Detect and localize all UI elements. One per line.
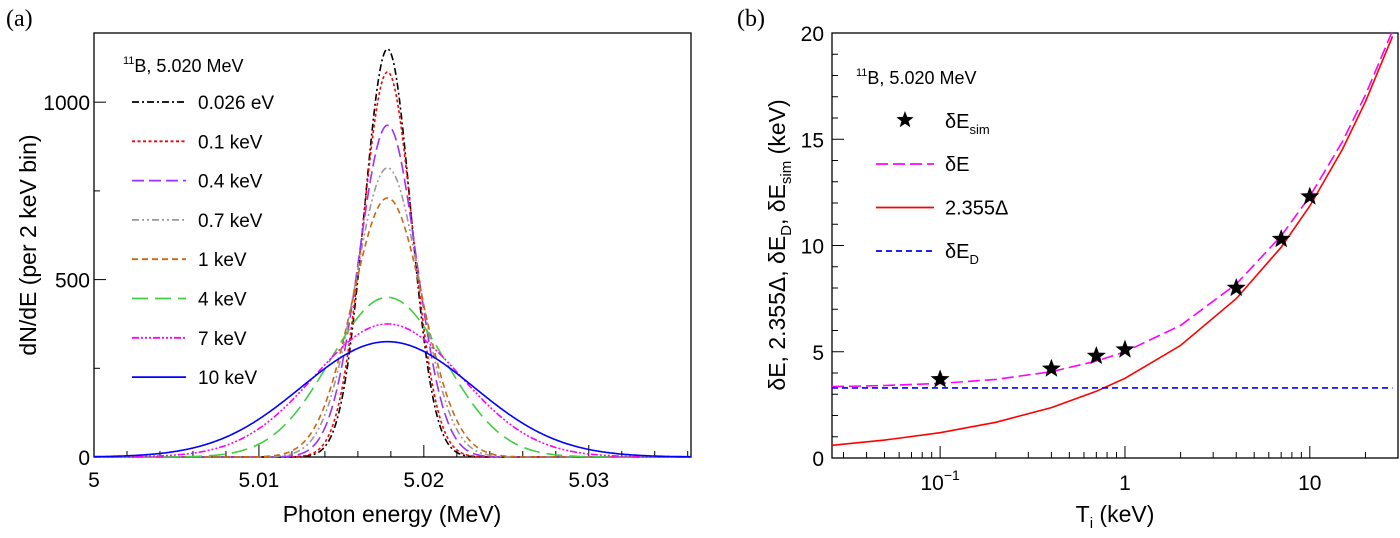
panel-a: (a) 5 5.01 5.02 5.03 0 500 1000 Photon energy … (6, 6, 692, 527)
series-line-1-keV (94, 197, 691, 458)
legend-label: 10 keV (198, 368, 257, 389)
data-point-star (1300, 186, 1320, 205)
x-tick-label-b: 10−1 (920, 467, 960, 495)
series-line-0-7-keV (94, 167, 691, 458)
data-point-star (1086, 346, 1106, 365)
panel-b: (b) 10−1 1 10 0 5 10 15 20 Ti (keV) δE, 2.355Δ,… (737, 6, 1399, 532)
x-tick-label-b: 10 (1298, 472, 1321, 495)
data-point-star (930, 369, 950, 388)
plot-frame-b (831, 32, 1399, 459)
series-line-1 (831, 36, 1394, 447)
legend-label: 0.026 eV (198, 93, 274, 114)
legend-label: 4 keV (198, 290, 247, 311)
panel-label-a: (a) (6, 6, 33, 32)
series-line-10-keV (93, 340, 691, 458)
series-line-7-keV (94, 323, 691, 458)
y-axis-label-b: δE, 2.355Δ, δED, δEsim (keV) (764, 99, 795, 390)
series-line-0 (831, 30, 1394, 388)
legend-label: 0.1 keV (198, 132, 263, 153)
y-tick-label-b: 5 (812, 342, 824, 365)
x-tick-label-b: 1 (1119, 472, 1131, 495)
y-tick-label-b: 20 (801, 23, 824, 46)
y-tick-label-a: 500 (55, 270, 90, 293)
plot-frame-a (93, 32, 692, 458)
data-point-star (1226, 278, 1246, 297)
data-point-star (1115, 339, 1135, 358)
y-tick-label-b: 0 (812, 448, 824, 471)
legend-b: δEsim δE 2.355Δ δED (876, 111, 1008, 267)
y-tick-label-b: 10 (801, 236, 824, 259)
legend-label: 0.7 keV (198, 211, 263, 232)
x-tick-label-a: 5.02 (403, 469, 444, 492)
annotation-b: 11B, 5.020 MeV (856, 67, 977, 88)
x-axis-label-a: Photon energy (MeV) (283, 501, 502, 527)
legend-label: δEsim (945, 111, 990, 137)
y-tick-label-b: 15 (801, 129, 824, 152)
data-point-star (1041, 358, 1061, 377)
legend-star-marker (896, 111, 914, 128)
y-tick-label-a: 0 (78, 447, 90, 470)
legend-label: 1 keV (198, 250, 247, 271)
legend-a: 0.026 eV 0.1 keV 0.4 keV 0.7 keV 1 keV 4 keV 7… (132, 93, 274, 389)
legend-label: δE (945, 154, 969, 176)
x-axis-label-b: Ti (keV) (1076, 501, 1155, 532)
data-point-star (1271, 229, 1291, 248)
panel-label-b: (b) (737, 6, 765, 32)
x-tick-label-a: 5.01 (238, 469, 279, 492)
series-line-0-4-keV (94, 124, 691, 458)
legend-label: 7 keV (198, 329, 247, 350)
series-line-0-026-eV (94, 48, 691, 458)
x-tick-label-a: 5 (88, 469, 100, 492)
series-line-4-keV (94, 296, 691, 458)
y-axis-label-a: dN/dE (per 2 keV bin) (15, 134, 41, 355)
legend-label: 2.355Δ (945, 198, 1008, 220)
x-tick-label-a: 5.03 (568, 469, 609, 492)
annotation-a: 11B, 5.020 MeV (123, 55, 244, 76)
y-tick-label-a: 1000 (43, 92, 90, 115)
legend-label: δED (945, 241, 979, 267)
legend-label: 0.4 keV (198, 172, 263, 193)
